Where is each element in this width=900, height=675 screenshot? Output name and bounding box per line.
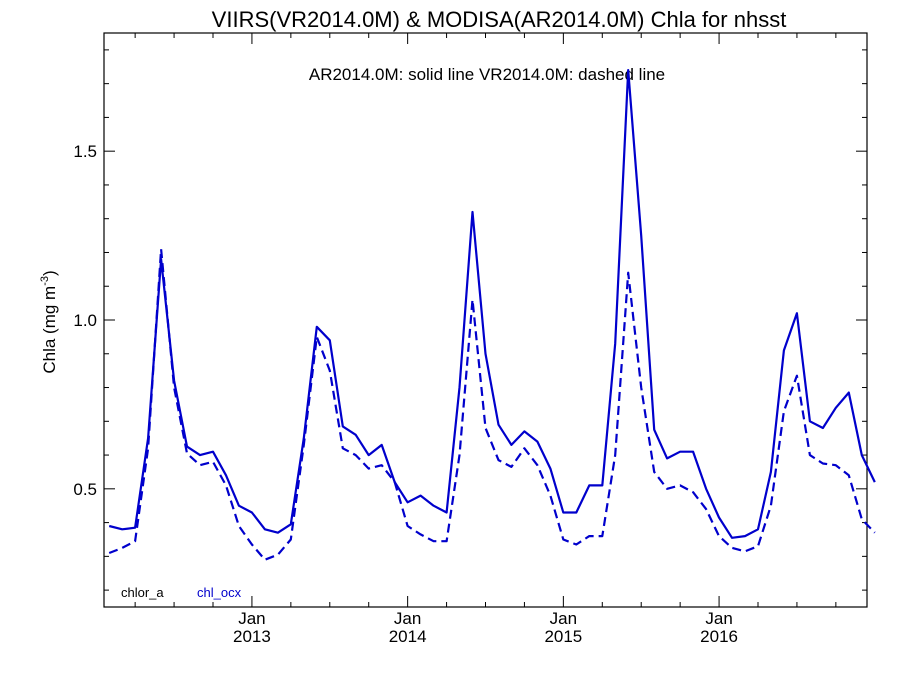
x-tick-year-label: 2016 xyxy=(700,627,738,646)
y-tick-label: 1.0 xyxy=(73,311,97,330)
plot-frame xyxy=(103,32,868,608)
x-tick-month-label: Jan xyxy=(238,609,265,628)
y-axis: 0.5 1.0 1.5 xyxy=(73,49,867,591)
x-tick-month-label: Jan xyxy=(705,609,732,628)
x-tick-year-label: 2014 xyxy=(389,627,427,646)
y-axis-label: Chla (mg m-3) xyxy=(39,270,59,373)
legend-entry-chl-ocx: chl_ocx xyxy=(197,585,242,600)
x-tick-month-label: Jan xyxy=(550,609,577,628)
legend: chlor_a chl_ocx xyxy=(121,585,242,600)
x-tick-year-label: 2013 xyxy=(233,627,271,646)
chart-title: VIIRS(VR2014.0M) & MODISA(AR2014.0M) Chl… xyxy=(212,7,787,32)
y-tick-label: 1.5 xyxy=(73,142,97,161)
line-style-annotation: AR2014.0M: solid line VR2014.0M: dashed … xyxy=(309,65,665,84)
series-line-vr2014 xyxy=(108,248,876,561)
series-group xyxy=(108,68,876,561)
x-tick-year-label: 2015 xyxy=(544,627,582,646)
x-tick-month-label: Jan xyxy=(394,609,421,628)
legend-entry-chlor-a: chlor_a xyxy=(121,585,164,600)
y-tick-label: 0.5 xyxy=(73,480,97,499)
series-line-ar2014 xyxy=(108,68,876,539)
